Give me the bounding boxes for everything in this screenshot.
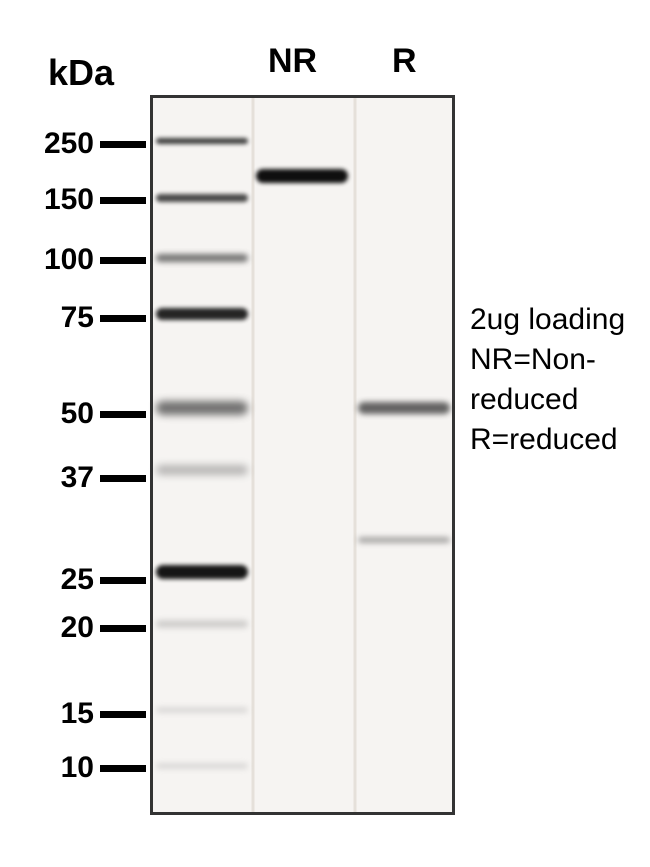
band — [156, 194, 248, 202]
tick-mark — [100, 315, 146, 322]
tick-label: 100 — [0, 243, 94, 277]
tick-mark — [100, 711, 146, 718]
band — [156, 401, 248, 415]
legend-line: reduced — [470, 380, 625, 420]
band — [358, 402, 450, 414]
band — [156, 138, 248, 144]
legend-line: 2ug loading — [470, 300, 625, 340]
band — [156, 254, 248, 262]
lane-nr — [256, 95, 348, 815]
tick-mark — [100, 141, 146, 148]
tick-label: 50 — [0, 397, 94, 431]
band — [156, 707, 248, 713]
legend-line: NR=Non- — [470, 340, 625, 380]
tick-label: 250 — [0, 127, 94, 161]
tick-mark — [100, 625, 146, 632]
tick-mark — [100, 197, 146, 204]
band — [256, 169, 348, 183]
tick-label: 150 — [0, 183, 94, 217]
band — [156, 465, 248, 475]
band — [156, 308, 248, 320]
tick-label: 37 — [0, 461, 94, 495]
tick-mark — [100, 411, 146, 418]
tick-label: 20 — [0, 611, 94, 645]
gel-figure: kDa 250 150 100 75 50 37 25 20 15 10 NR R 2ug loading… — [0, 0, 650, 867]
band — [156, 620, 248, 628]
tick-label: 25 — [0, 563, 94, 597]
band — [156, 763, 248, 769]
lane-r — [358, 95, 450, 815]
band — [358, 537, 450, 543]
legend-line: R=reduced — [470, 420, 625, 460]
tick-mark — [100, 475, 146, 482]
tick-label: 75 — [0, 301, 94, 335]
tick-label: 15 — [0, 697, 94, 731]
tick-mark — [100, 257, 146, 264]
lane-ladder — [156, 95, 248, 815]
lane-label: R — [392, 42, 417, 81]
tick-mark — [100, 765, 146, 772]
legend: 2ug loadingNR=Non-reducedR=reduced — [470, 300, 625, 460]
tick-mark — [100, 577, 146, 584]
axis-title: kDa — [48, 52, 114, 94]
tick-label: 10 — [0, 751, 94, 785]
lane-label: NR — [268, 42, 317, 81]
band — [156, 565, 248, 579]
